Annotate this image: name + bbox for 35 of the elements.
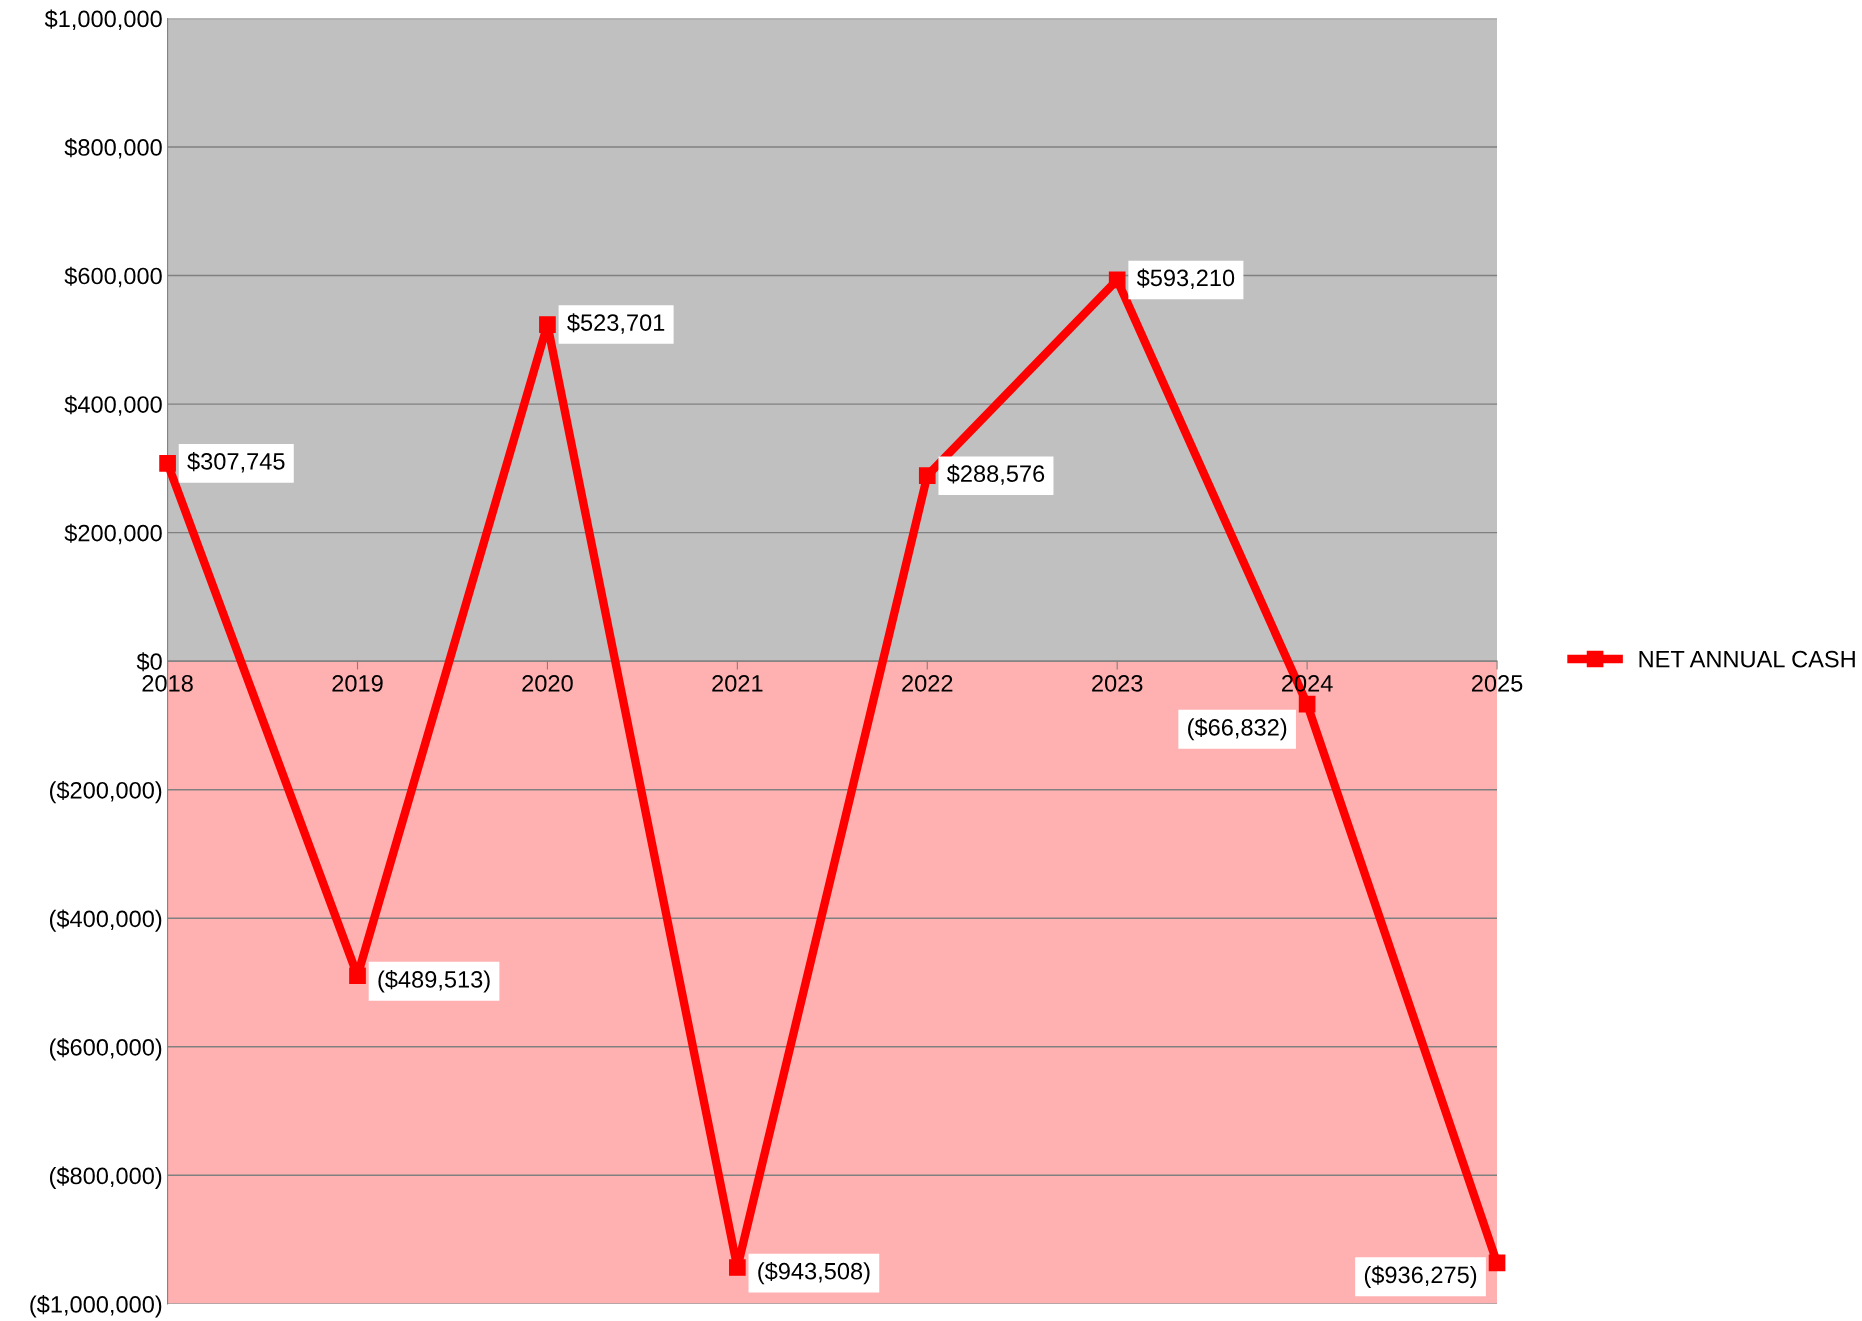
y-tick-label: $400,000 — [64, 395, 162, 416]
data-label: $593,210 — [1136, 268, 1235, 290]
y-tick-label: $600,000 — [64, 266, 162, 288]
point — [729, 1259, 746, 1276]
x-tick-label: 2021 — [712, 674, 763, 692]
x-tick-label: 2023 — [1092, 674, 1143, 692]
point — [1108, 271, 1126, 289]
y-tick-label: ($600,000) — [49, 1038, 162, 1061]
x-tick-label: 2025 — [1471, 674, 1523, 692]
point — [1488, 1254, 1506, 1272]
y-tick-label: $0 — [136, 652, 162, 672]
x-tick-label: 2019 — [332, 674, 383, 692]
point — [1298, 695, 1316, 713]
y-tick-label: $800,000 — [64, 138, 162, 159]
data-label: ($943,508) — [758, 1261, 870, 1285]
data-label: $307,745 — [187, 452, 285, 473]
point — [539, 316, 556, 333]
data-label: $523,701 — [567, 313, 665, 334]
data-label: ($66,832) — [1188, 717, 1287, 741]
y-tick-label: $1,000,000 — [44, 9, 162, 31]
y-tick-label: $200,000 — [64, 523, 162, 545]
x-tick-label: 2020 — [522, 674, 573, 692]
point — [159, 455, 176, 472]
point — [349, 967, 366, 985]
data-label: ($489,513) — [378, 970, 490, 993]
point — [918, 467, 936, 485]
y-tick-label: ($200,000) — [49, 780, 162, 804]
data-label: $288,576 — [946, 464, 1045, 485]
legend-label: NET ANNUAL CASH — [1639, 650, 1855, 668]
data-label: ($936,275) — [1364, 1265, 1477, 1288]
x-tick-label: 2018 — [142, 674, 193, 692]
y-tick-label: ($400,000) — [49, 909, 162, 932]
x-tick-label: 2022 — [902, 674, 953, 692]
y-tick-label: ($800,000) — [49, 1166, 162, 1189]
y-tick-label: ($1,000,000) — [30, 1295, 162, 1318]
